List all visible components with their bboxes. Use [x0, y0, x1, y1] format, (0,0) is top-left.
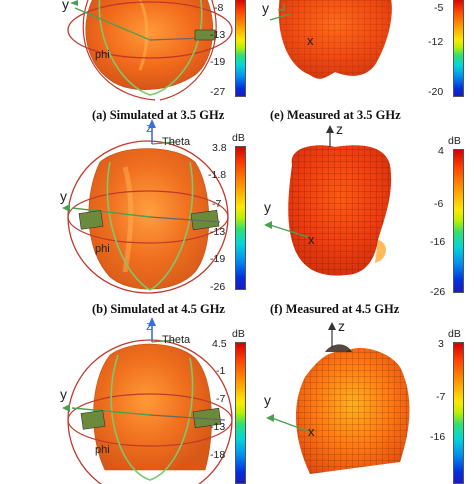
colorbar-unit-b: dB: [232, 132, 245, 144]
panel-e-measured-3-5ghz: y x -5 -12 -20: [250, 0, 474, 105]
colorbar-tick-f-4: -26: [430, 286, 446, 298]
y-axis-label-b: y: [60, 188, 67, 204]
colorbar-unit-c: dB: [232, 328, 245, 340]
y-axis-label-g: y: [264, 392, 271, 408]
z-axis-marker-b: z: [146, 120, 153, 135]
panel-g-measured: z y x dB 3 -7 -16: [250, 318, 474, 484]
colorbar-tick-f-2: -6: [434, 198, 444, 210]
colorbar-tick-f-1: 4: [438, 145, 444, 157]
colorbar-tick-a-4: -27: [210, 86, 226, 98]
colorbar-tick-f-3: -16: [430, 236, 446, 248]
measured-pattern-3d-g: [266, 322, 410, 474]
caption-e: (e) Measured at 3.5 GHz: [270, 108, 401, 122]
colorbar-tick-g-3: -16: [430, 431, 446, 443]
colorbar-tick-e-1: -5: [434, 2, 444, 14]
y-axis-label-e: y: [262, 0, 269, 16]
colorbar-tick-b-2: -1.8: [208, 169, 227, 181]
colorbar-tick-a-2: -13: [210, 29, 226, 41]
y-axis-label-a: y: [62, 0, 69, 12]
radiation-pattern-3d-c: [62, 317, 233, 484]
colorbar-tick-g-2: -7: [436, 391, 446, 403]
z-axis-label-f: z: [336, 121, 343, 137]
panel-c-simulated: z Theta y phi dB 4.5 -1 -7 -13 -18: [0, 317, 246, 484]
colorbar-tick-c-4: -13: [210, 421, 226, 433]
colorbar-tick-c-3: -7: [216, 393, 226, 405]
colorbar-tick-b-1: 3.8: [212, 142, 227, 154]
x-axis-label-g: x: [308, 424, 315, 439]
phi-label-a: phi: [95, 49, 110, 61]
colorbar-tick-e-3: -20: [428, 86, 444, 98]
colorbar-tick-g-1: 3: [438, 338, 444, 350]
caption-a: (a) Simulated at 3.5 GHz: [92, 108, 225, 122]
colorbar-e: [453, 0, 464, 97]
colorbar-unit-f: dB: [448, 135, 461, 147]
caption-b: (b) Simulated at 4.5 GHz: [92, 302, 225, 316]
colorbar-b: [235, 146, 246, 290]
radiation-pattern-3d-a: [67, 0, 233, 101]
phi-label-b: phi: [95, 243, 110, 255]
z-axis-label-g: z: [338, 318, 345, 334]
colorbar-tick-b-5: -19: [210, 253, 226, 265]
theta-label-c: Theta: [162, 334, 191, 346]
z-axis-marker-c: z: [146, 318, 153, 333]
colorbar-tick-b-4: -13: [210, 226, 226, 238]
colorbar-tick-c-2: -1: [216, 365, 226, 377]
panel-b-simulated-4-5ghz: z Theta y phi dB 3.8 -1.8 -7 -13 -19 -26: [0, 119, 246, 297]
colorbar-g: [453, 342, 464, 484]
colorbar-unit-g: dB: [448, 328, 461, 340]
colorbar-f: [453, 149, 464, 293]
colorbar-tick-c-1: 4.5: [212, 338, 227, 350]
y-axis-label-c: y: [60, 386, 67, 402]
theta-label-b: Theta: [162, 136, 191, 148]
colorbar-tick-e-2: -12: [428, 36, 444, 48]
measured-pattern-3d-f: [264, 125, 392, 276]
x-axis-label-e: x: [307, 33, 314, 48]
caption-f: (f) Measured at 4.5 GHz: [270, 302, 400, 316]
panel-f-measured-4-5ghz: z y x dB 4 -6 -16 -26: [250, 121, 474, 298]
colorbar-tick-a-1: -8: [214, 2, 224, 14]
colorbar-a: [235, 0, 246, 97]
panel-a-simulated-3-5ghz: y phi -8 -13 -19 -27: [0, 0, 246, 105]
colorbar-tick-b-3: -7: [212, 198, 222, 210]
colorbar-tick-b-6: -26: [210, 281, 226, 293]
x-axis-label-f: x: [308, 232, 315, 247]
colorbar-tick-c-5: -18: [210, 449, 226, 461]
measured-pattern-3d-e: [269, 0, 392, 79]
radiation-pattern-3d-b: [62, 119, 229, 294]
colorbar-tick-a-3: -19: [210, 56, 226, 68]
colorbar-c: [235, 342, 246, 484]
y-axis-label-f: y: [264, 199, 271, 215]
phi-label-c: phi: [95, 444, 110, 456]
